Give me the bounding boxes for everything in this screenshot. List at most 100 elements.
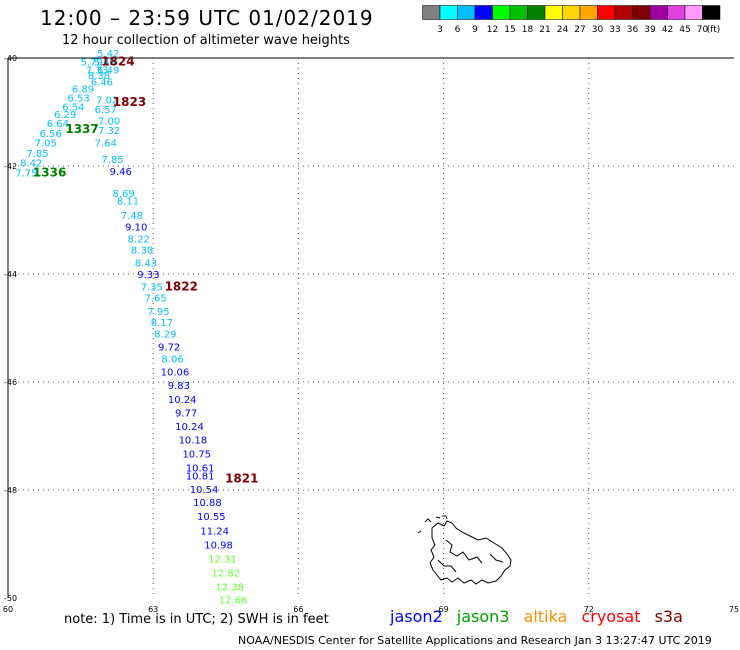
wave-height-value: 12.66	[219, 595, 248, 606]
y-tick-label: -44	[4, 270, 17, 279]
wave-height-value: 7.65	[144, 294, 166, 305]
legend-tick-label: 42	[662, 25, 673, 35]
wave-height-value: 8.42	[20, 159, 42, 170]
wave-height-value: 10.18	[179, 436, 208, 447]
wave-height-value: 11.24	[200, 526, 229, 537]
legend-swatch	[702, 5, 721, 20]
legend-tick-label: 39	[644, 25, 656, 35]
legend-tick-label: 18	[522, 25, 534, 35]
y-tick-label: -50	[4, 594, 17, 603]
x-tick-label: 69	[439, 605, 449, 614]
legend-tick-label: 9	[472, 25, 478, 35]
wave-height-value: 9.77	[175, 409, 197, 420]
legend-tick-label: 21	[539, 25, 550, 35]
satellite-label-jason2: jason2	[390, 607, 443, 626]
wave-height-value: 9.10	[125, 222, 147, 233]
footer-note: note: 1) Time is in UTC; 2) SWH is in fe…	[64, 612, 329, 627]
credit-line: NOAA/NESDIS Center for Satellite Applica…	[238, 634, 712, 647]
x-tick-label: 66	[293, 605, 303, 614]
wave-height-value: 6.53	[68, 94, 90, 105]
island-outline	[417, 515, 512, 585]
color-legend: 3 6 9 12 15 18 21 24 27 30 33 36 39 42 45 70(ft)	[422, 5, 721, 35]
wave-height-value: 9.72	[158, 343, 180, 354]
x-tick-label: 60	[3, 605, 13, 614]
wave-height-value: 8.29	[154, 330, 176, 341]
legend-tick-label: 33	[609, 25, 620, 35]
wave-height-value: 7.33	[86, 66, 108, 77]
wave-height-value: 8.06	[161, 355, 183, 366]
wave-height-value: 7.85	[101, 155, 123, 166]
map-title: 12:00 – 23:59 UTC 01/02/2019	[40, 6, 374, 30]
wave-height-value: 8.22	[128, 235, 150, 246]
wave-height-value: 7.95	[147, 307, 169, 318]
legend-tick-label: 24	[557, 25, 569, 35]
wave-height-value: 8.11	[117, 196, 139, 207]
legend-tick-label: 27	[574, 25, 585, 35]
legend-tick-label: 36	[627, 25, 639, 35]
wave-height-value: 8.69	[113, 189, 135, 200]
wave-height-value: 6.54	[62, 102, 84, 113]
wave-height-value: 10.88	[193, 498, 222, 509]
wave-height-value: 6.29	[54, 110, 76, 121]
pass-time-label: 1337	[65, 122, 98, 136]
wave-height-value: 9.83	[168, 381, 190, 392]
wave-height-value: 10.75	[182, 450, 211, 461]
wave-height-value: 12.82	[211, 568, 240, 579]
wave-height-value: 6.64	[47, 119, 69, 130]
wave-height-value: 12.38	[215, 582, 244, 593]
wave-height-value: 7.00	[98, 116, 120, 127]
satellite-label-jason3: jason3	[456, 607, 510, 626]
wave-height-value: 7.35	[141, 283, 163, 294]
wave-height-value: 10.55	[197, 512, 226, 523]
satellite-label-s3a: s3a	[654, 607, 683, 626]
y-tick-label: -46	[4, 378, 17, 387]
wave-height-value: 6.56	[39, 129, 61, 140]
wave-height-value: 10.24	[168, 395, 197, 406]
wave-height-value: 5.79	[81, 58, 103, 69]
legend-tick-label: 45	[679, 25, 690, 35]
wave-height-value: 8.17	[151, 318, 173, 329]
wave-height-value: 10.98	[204, 540, 233, 551]
legend-tick-label: 30	[592, 25, 604, 35]
satellite-label-altika: altika	[523, 607, 568, 626]
y-tick-label: -42	[4, 162, 17, 171]
wave-height-value: 6.57	[95, 105, 117, 116]
satellite-label-cryosat: cryosat	[581, 607, 641, 626]
pass-time-label: 1821	[225, 471, 258, 485]
wave-height-value: 10.06	[161, 368, 190, 379]
x-tick-label: 75	[729, 605, 739, 614]
legend-tick-label: 6	[455, 25, 461, 35]
pass-time-label: 1824	[101, 55, 134, 69]
legend-tick-label: 70	[697, 25, 709, 35]
wave-height-value: 10.61	[186, 464, 215, 475]
wave-height-value: 8.38	[88, 71, 110, 82]
pass-time-label: 1336	[33, 165, 66, 179]
wave-height-value: 10.81	[186, 472, 215, 483]
wave-height-value: 9.33	[137, 270, 159, 281]
wave-height-value: 7.02	[96, 95, 118, 106]
wave-height-value: 8.43	[135, 258, 157, 269]
wave-height-value: 10.24	[175, 422, 204, 433]
wave-height-value: 8.38	[131, 245, 153, 256]
wave-height-value: 7.64	[95, 139, 117, 150]
x-tick-label: 72	[584, 605, 594, 614]
map-subtitle: 12 hour collection of altimeter wave hei…	[62, 33, 350, 48]
wave-height-value: 6.49	[97, 66, 119, 77]
legend-unit: (ft)	[707, 25, 721, 35]
legend-tick-label: 15	[504, 25, 515, 35]
wave-height-value: 9.46	[110, 167, 132, 178]
legend-tick-label: 3	[437, 25, 443, 35]
wave-height-value: 7.32	[98, 126, 120, 137]
satellite-legend: jason2 jason3 altika cryosat s3a	[390, 607, 692, 626]
wave-height-value: 6.46	[91, 78, 113, 89]
wave-height-value: 5.42	[97, 49, 119, 60]
wave-height-value: 6.89	[72, 85, 94, 96]
wave-height-value: 7.85	[26, 149, 48, 160]
wave-height-value: 7.75	[15, 168, 37, 179]
wave-height-value: 10.54	[190, 485, 219, 496]
y-tick-label: -48	[4, 486, 17, 495]
y-tick-label: -40	[4, 54, 17, 63]
wave-height-value: 7.05	[35, 139, 57, 150]
x-tick-label: 63	[148, 605, 158, 614]
